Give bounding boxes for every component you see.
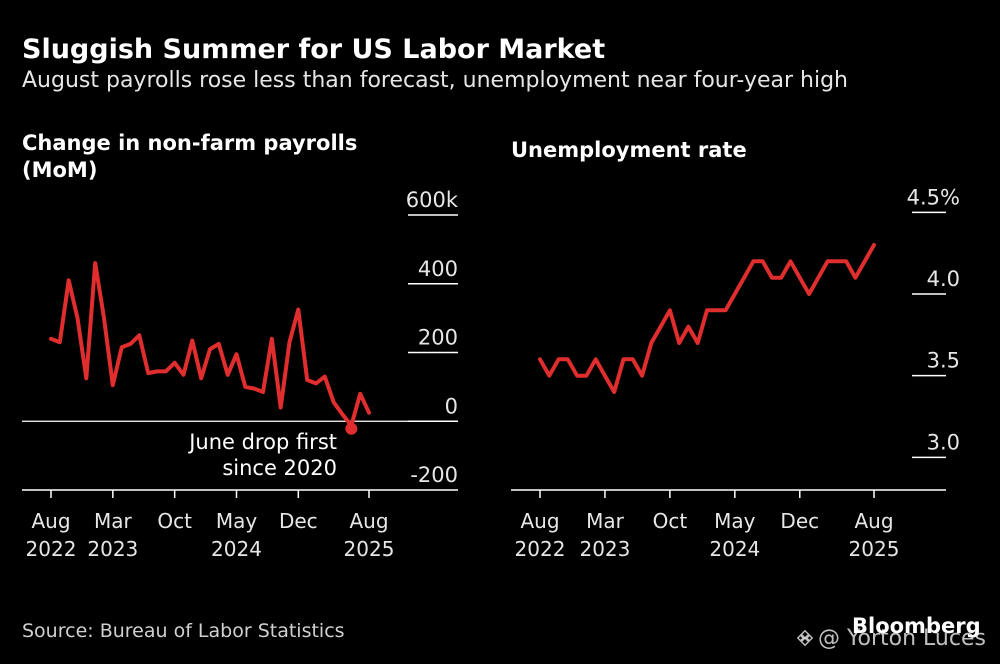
payrolls-panel-title: Change in non-farm payrolls (MoM) bbox=[22, 131, 358, 182]
x-tick-year-label: 2022 bbox=[515, 537, 566, 561]
x-tick-year-label: 2022 bbox=[26, 537, 77, 561]
y-tick-label: 3.5 bbox=[927, 349, 960, 373]
annotation-text: since 2020 bbox=[222, 456, 337, 480]
y-tick-label: 400 bbox=[418, 257, 458, 281]
x-tick-label: Mar bbox=[586, 509, 625, 533]
y-tick-label: 3.0 bbox=[927, 430, 960, 454]
diamond-icon bbox=[796, 629, 814, 647]
x-tick-year-label: 2023 bbox=[87, 537, 138, 561]
series-line bbox=[538, 243, 876, 394]
bloomberg-logo: Bloomberg bbox=[852, 614, 981, 638]
y-tick-label: 200 bbox=[418, 326, 458, 350]
x-tick-label: May bbox=[216, 509, 258, 533]
annotation-text: June drop first bbox=[187, 430, 337, 454]
chart-subtitle: August payrolls rose less than forecast,… bbox=[22, 68, 848, 93]
x-tick-year-label: 2024 bbox=[211, 537, 262, 561]
x-tick-label: Aug bbox=[31, 509, 70, 533]
highlight-dot bbox=[345, 422, 358, 435]
unemployment-chart: 4.5% 4.0 3.5 3.0 Aug 2022 Mar 2023 Oct May 2024 Dec… bbox=[511, 185, 960, 561]
watermark-text: @ Yorton Luces bbox=[818, 626, 986, 651]
x-tick-label: Mar bbox=[94, 509, 133, 533]
series-line bbox=[49, 261, 371, 428]
y-tick-label: 4.5% bbox=[907, 185, 960, 209]
watermark: @ Yorton Luces bbox=[796, 626, 986, 651]
chart-title: Sluggish Summer for US Labor Market bbox=[22, 34, 606, 65]
y-tick-label: 0 bbox=[445, 394, 458, 418]
x-tick-label: Aug bbox=[854, 509, 893, 533]
y-tick-label: -200 bbox=[410, 463, 458, 487]
x-tick-year-label: 2025 bbox=[849, 537, 900, 561]
y-tick-label: 4.0 bbox=[927, 267, 960, 291]
x-tick-label: Aug bbox=[520, 509, 559, 533]
unemployment-panel-title: Unemployment rate bbox=[511, 138, 747, 162]
x-tick-year-label: 2024 bbox=[709, 537, 760, 561]
x-tick-label: Oct bbox=[653, 509, 688, 533]
payrolls-chart: 600k 400 200 0 -200 Aug 2022 Mar 2023 Oct May 2024 D… bbox=[22, 188, 459, 561]
x-tick-label: Dec bbox=[279, 509, 318, 533]
x-tick-year-label: 2023 bbox=[579, 537, 630, 561]
x-tick-label: Dec bbox=[780, 509, 819, 533]
x-tick-label: May bbox=[714, 509, 756, 533]
x-tick-label: Aug bbox=[349, 509, 388, 533]
y-tick-label: 600k bbox=[406, 188, 459, 212]
source-note: Source: Bureau of Labor Statistics bbox=[22, 620, 345, 642]
x-tick-label: Oct bbox=[157, 509, 192, 533]
x-tick-year-label: 2025 bbox=[344, 537, 395, 561]
